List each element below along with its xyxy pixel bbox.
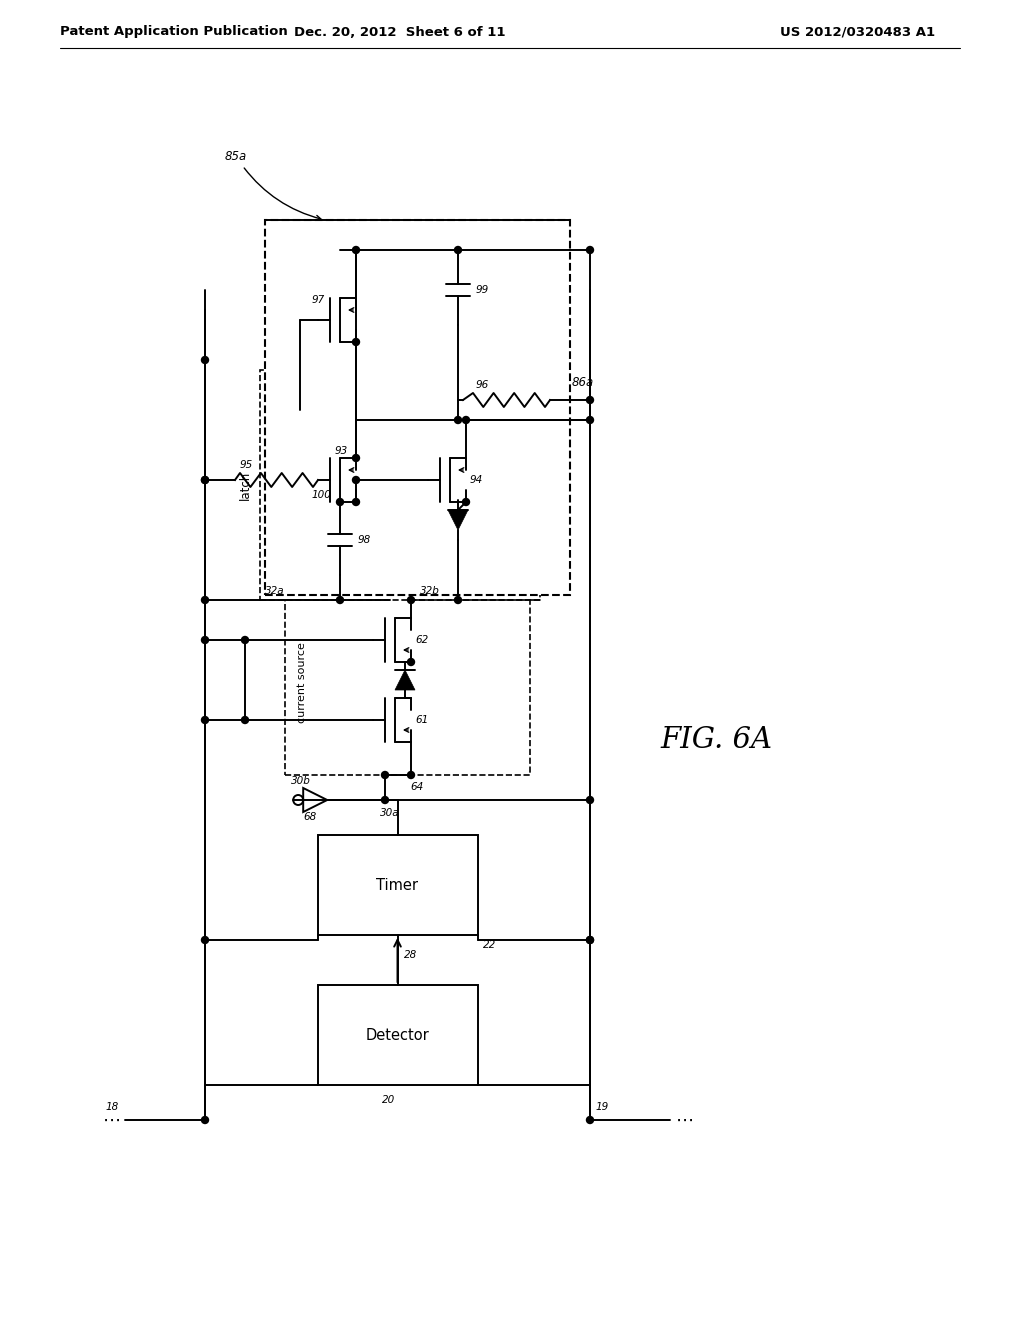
Text: 94: 94 (470, 475, 483, 484)
Text: 98: 98 (358, 535, 372, 545)
Circle shape (408, 597, 415, 603)
Text: Timer: Timer (377, 878, 419, 892)
Circle shape (587, 247, 594, 253)
Text: 68: 68 (303, 812, 316, 821)
Text: 93: 93 (335, 446, 348, 455)
Circle shape (587, 796, 594, 804)
Circle shape (352, 477, 359, 483)
Text: 32a: 32a (265, 586, 285, 597)
Text: 61: 61 (415, 715, 428, 725)
Text: 22: 22 (482, 940, 496, 950)
Circle shape (202, 477, 209, 483)
Circle shape (202, 1117, 209, 1123)
Text: 64: 64 (410, 781, 423, 792)
Circle shape (455, 417, 462, 424)
Circle shape (587, 417, 594, 424)
Text: 100: 100 (312, 490, 332, 500)
Text: $\cdots$: $\cdots$ (102, 1111, 120, 1129)
Circle shape (408, 771, 415, 779)
Circle shape (202, 597, 209, 603)
Text: 96: 96 (476, 380, 489, 389)
Circle shape (463, 499, 469, 506)
Circle shape (352, 499, 359, 506)
Polygon shape (395, 671, 415, 690)
Text: 28: 28 (403, 950, 417, 960)
Text: 62: 62 (415, 635, 428, 645)
Circle shape (587, 1117, 594, 1123)
Circle shape (337, 597, 343, 603)
Bar (317, 836, 477, 935)
Circle shape (202, 717, 209, 723)
Text: 32b: 32b (420, 586, 440, 597)
Text: $\cdots$: $\cdots$ (675, 1111, 693, 1129)
Circle shape (352, 247, 359, 253)
Circle shape (408, 659, 415, 665)
Circle shape (352, 338, 359, 346)
Text: Detector: Detector (366, 1027, 429, 1043)
Text: 86a: 86a (572, 376, 594, 389)
Circle shape (382, 796, 388, 804)
Text: 20: 20 (382, 1096, 394, 1105)
Text: 99: 99 (476, 285, 489, 294)
Circle shape (202, 477, 209, 483)
Bar (260, 370, 540, 601)
Text: latch: latch (239, 470, 252, 500)
Text: US 2012/0320483 A1: US 2012/0320483 A1 (780, 25, 935, 38)
Circle shape (202, 936, 209, 944)
Text: FIG. 6A: FIG. 6A (660, 726, 772, 754)
Circle shape (202, 356, 209, 363)
Circle shape (587, 936, 594, 944)
Text: 30b: 30b (291, 776, 311, 785)
Circle shape (202, 636, 209, 644)
Circle shape (455, 597, 462, 603)
Circle shape (242, 717, 249, 723)
Text: Patent Application Publication: Patent Application Publication (60, 25, 288, 38)
Circle shape (463, 417, 469, 424)
Circle shape (587, 396, 594, 404)
Circle shape (455, 247, 462, 253)
Bar (265, 220, 570, 595)
Text: 95: 95 (240, 459, 253, 470)
Bar (317, 985, 477, 1085)
Text: 97: 97 (312, 294, 326, 305)
Text: 19: 19 (595, 1102, 608, 1111)
Text: current source: current source (297, 642, 307, 723)
Text: 30a: 30a (380, 808, 399, 818)
Text: 85a: 85a (225, 150, 321, 220)
Bar (285, 590, 530, 775)
Text: Dec. 20, 2012  Sheet 6 of 11: Dec. 20, 2012 Sheet 6 of 11 (294, 25, 506, 38)
Circle shape (352, 454, 359, 462)
Circle shape (382, 771, 388, 779)
Circle shape (337, 499, 343, 506)
Circle shape (242, 636, 249, 644)
Text: 18: 18 (105, 1102, 118, 1111)
Polygon shape (449, 510, 468, 531)
Circle shape (587, 936, 594, 944)
